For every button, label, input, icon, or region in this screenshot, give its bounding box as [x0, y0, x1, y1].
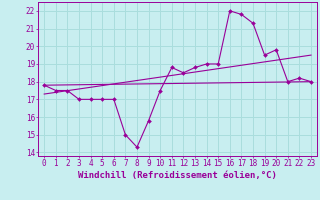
X-axis label: Windchill (Refroidissement éolien,°C): Windchill (Refroidissement éolien,°C) — [78, 171, 277, 180]
